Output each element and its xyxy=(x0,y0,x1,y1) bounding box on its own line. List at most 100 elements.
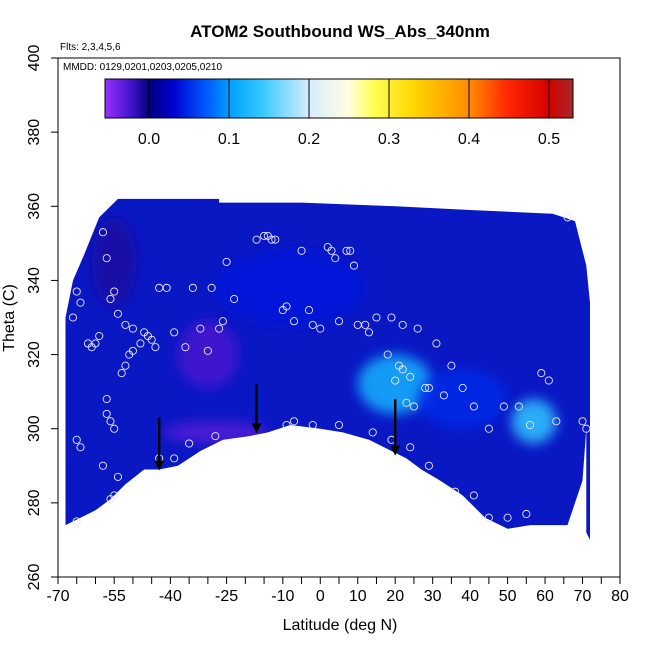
sample-point xyxy=(215,324,224,333)
sample-point xyxy=(458,383,467,392)
sample-point xyxy=(113,472,122,481)
sample-point xyxy=(327,246,336,255)
sample-point xyxy=(181,343,190,352)
sample-point xyxy=(207,283,216,292)
sample-point xyxy=(151,343,160,352)
sample-point xyxy=(334,420,344,430)
sample-point xyxy=(424,383,433,392)
sample-point xyxy=(398,320,407,329)
sample-point xyxy=(170,328,179,337)
sample-point xyxy=(447,361,456,370)
sample-point xyxy=(308,320,317,329)
y-tick-label: 260 xyxy=(26,564,43,591)
dates-label: MMDD: 0129,0201,0203,0205,0210 xyxy=(63,62,222,73)
sample-point xyxy=(402,398,411,407)
sample-point xyxy=(260,231,269,240)
sample-point xyxy=(308,420,317,430)
plot-area xyxy=(65,198,591,540)
sample-point xyxy=(383,350,392,359)
sample-point xyxy=(514,402,523,411)
sample-point xyxy=(121,320,130,329)
sample-point xyxy=(424,461,433,470)
y-tick-label: 400 xyxy=(26,45,43,72)
sample-point xyxy=(72,287,81,296)
colorbar-fill xyxy=(104,78,574,119)
sample-point xyxy=(526,420,535,430)
flights-label: Flts: 2,3,4,5,6 xyxy=(60,42,121,53)
sample-point xyxy=(230,294,239,304)
sample-point xyxy=(68,313,78,322)
x-tick-label: 20 xyxy=(386,588,404,605)
sample-point xyxy=(499,402,508,411)
field-feature xyxy=(91,217,137,307)
sample-point xyxy=(76,443,85,452)
sample-point xyxy=(537,369,546,378)
sample-point xyxy=(117,369,126,378)
sample-point xyxy=(406,443,415,452)
sample-point xyxy=(106,417,115,426)
colorbar-tick-label: 0.2 xyxy=(298,131,320,148)
x-axis-label: Latitude (deg N) xyxy=(283,617,398,634)
sample-point xyxy=(98,228,108,237)
sample-point xyxy=(102,254,111,263)
x-tick-label: 0 xyxy=(316,588,325,605)
sample-point xyxy=(252,235,261,244)
sample-point xyxy=(95,331,104,341)
sample-point xyxy=(391,376,400,385)
field-feature xyxy=(511,399,557,444)
sample-point xyxy=(342,246,351,255)
sample-point xyxy=(578,417,587,426)
sample-point xyxy=(203,346,212,355)
arrow-head xyxy=(154,460,165,471)
sample-point xyxy=(484,513,493,522)
sample-point xyxy=(552,417,561,426)
colorbar-tick-label: 0.4 xyxy=(458,131,480,148)
sample-point xyxy=(439,391,448,400)
y-tick-label: 340 xyxy=(26,267,43,294)
x-tick-label: -70 xyxy=(46,588,69,605)
x-tick-label: 30 xyxy=(424,588,442,605)
x-tick-label: -10 xyxy=(271,588,294,605)
sample-point xyxy=(76,298,85,307)
sample-point xyxy=(72,435,81,444)
sample-point xyxy=(372,313,381,322)
sample-point xyxy=(162,283,171,292)
sample-points xyxy=(68,213,591,526)
sample-point xyxy=(147,335,156,344)
x-tick-label: 40 xyxy=(461,588,479,605)
sample-point xyxy=(289,317,299,326)
sample-point xyxy=(222,257,231,266)
sample-point xyxy=(102,395,111,404)
x-tick-label: 70 xyxy=(574,588,592,605)
y-tick-label: 300 xyxy=(26,415,43,442)
x-tick-label: 50 xyxy=(499,588,517,605)
x-tick-label: -25 xyxy=(215,588,238,605)
sample-point xyxy=(544,376,553,385)
sample-point xyxy=(267,235,276,244)
sample-point xyxy=(196,324,205,333)
x-tick-label: 80 xyxy=(611,588,629,605)
sample-point xyxy=(185,439,194,448)
sample-point xyxy=(582,424,591,433)
sample-point xyxy=(121,361,130,370)
sample-point xyxy=(387,313,396,322)
sample-point xyxy=(409,402,418,411)
data-field xyxy=(65,198,590,540)
y-axis-label: Theta (C) xyxy=(1,284,18,352)
sample-point xyxy=(432,339,441,348)
sample-point xyxy=(421,383,430,392)
x-tick-label: 60 xyxy=(536,588,554,605)
sample-point xyxy=(361,320,370,329)
sample-point xyxy=(106,294,115,304)
sample-point xyxy=(394,361,403,370)
sample-point xyxy=(289,417,299,426)
sample-point xyxy=(563,213,572,222)
sample-point xyxy=(170,454,179,463)
sample-point xyxy=(469,402,478,411)
colorbar-tick-label: 0.3 xyxy=(378,131,400,148)
sample-point xyxy=(282,302,291,311)
colorbar: 0.0 0.1 0.2 0.3 0.4 0.5 xyxy=(104,78,574,148)
sample-point xyxy=(218,317,227,326)
y-tick-label: 320 xyxy=(26,341,43,368)
